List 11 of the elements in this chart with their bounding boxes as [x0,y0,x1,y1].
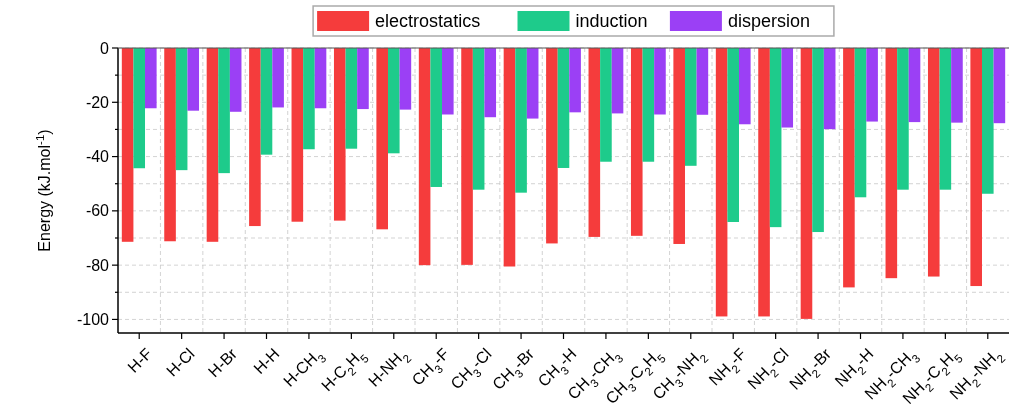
legend-label: induction [575,11,648,32]
y-tick-label: -60 [85,202,110,220]
legend-label: dispersion [727,11,810,32]
y-tick-label: 0 [100,39,110,57]
legend-label: electrostatics [375,11,481,32]
y-tick-label: -80 [85,256,110,274]
y-tick-label: -40 [85,148,110,166]
x-tick-label: H-F [124,344,156,376]
x-tick-label: H-H [250,345,283,378]
y-tick-label: -100 [76,311,110,329]
y-tick-label: -20 [85,93,110,111]
